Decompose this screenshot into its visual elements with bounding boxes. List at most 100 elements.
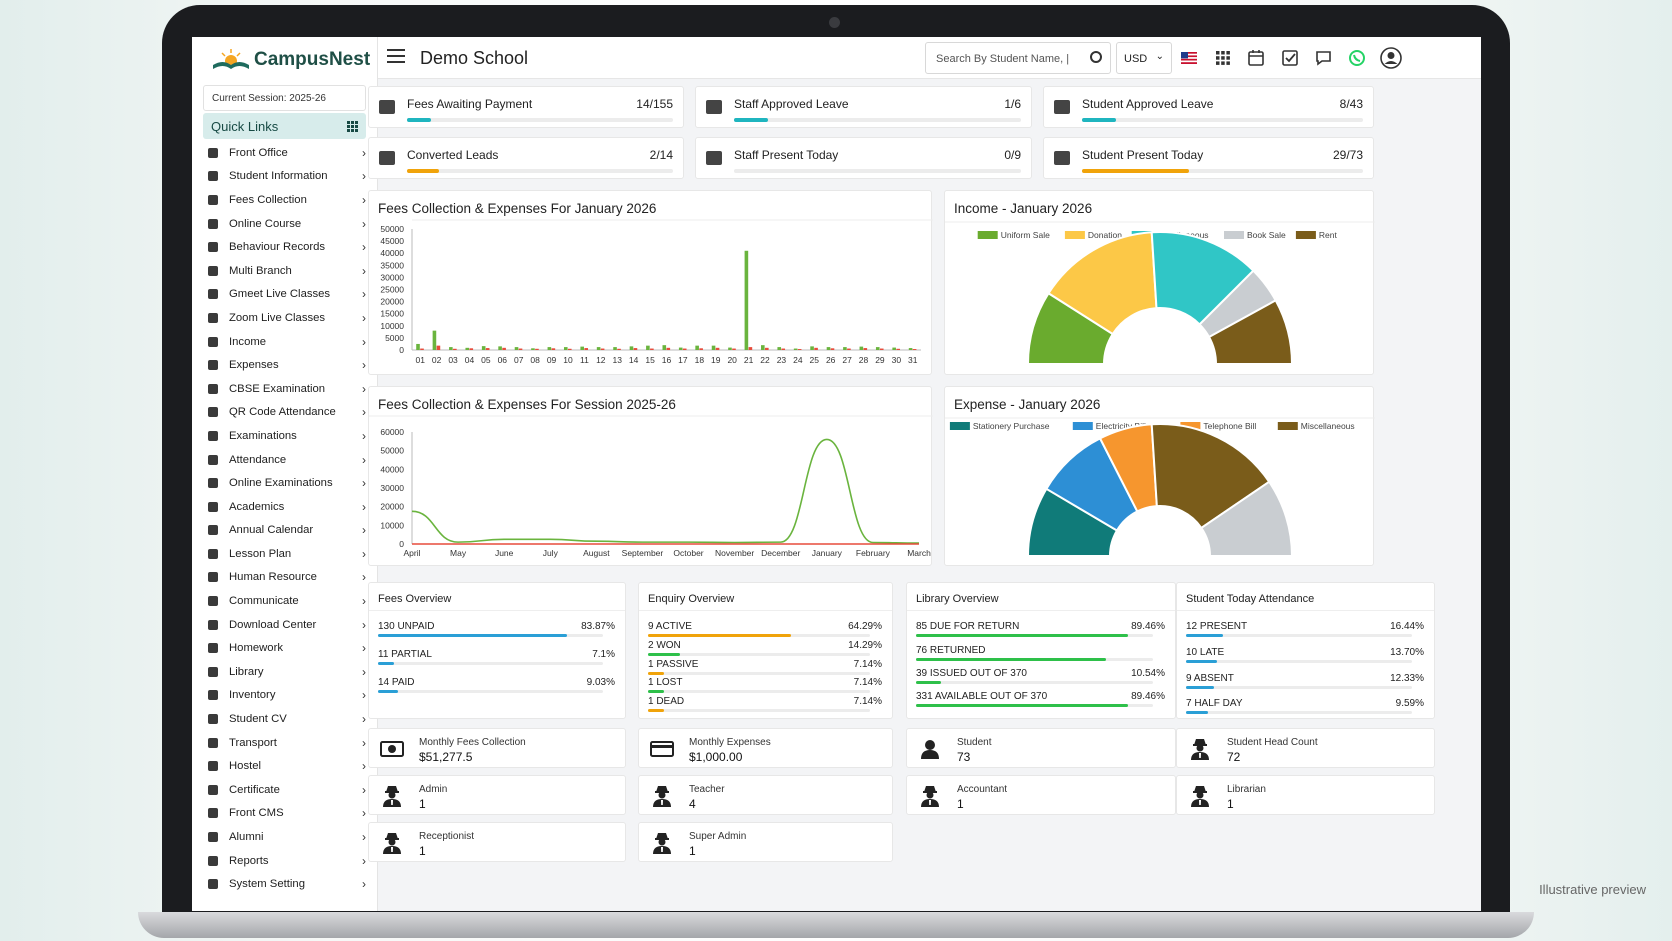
stat-card-student-approved-leave[interactable]: Student Approved Leave 8/43 <box>1043 86 1374 128</box>
stat-card-staff-present-today[interactable]: Staff Present Today 0/9 <box>695 137 1032 179</box>
hamburger-menu-icon[interactable] <box>387 49 405 63</box>
stat-card-student-present-today[interactable]: Student Present Today 29/73 <box>1043 137 1374 179</box>
sidebar-item-multi-branch[interactable]: Multi Branch › <box>206 259 366 283</box>
sidebar-item-transport[interactable]: Transport › <box>206 731 366 755</box>
sidebar-item-front-cms[interactable]: Front CMS › <box>206 802 366 826</box>
user-avatar-icon[interactable] <box>1380 47 1402 69</box>
sidebar-item-library[interactable]: Library › <box>206 660 366 684</box>
bar <box>728 347 732 350</box>
stat-title: Staff Present Today <box>734 148 839 162</box>
sidebar-item-label: System Setting <box>229 878 305 891</box>
chevron-right-icon: › <box>362 570 366 585</box>
us-flag-icon[interactable] <box>1180 49 1198 67</box>
overview-row: 2 WON 14.29% <box>648 640 882 656</box>
logo[interactable]: CampusNest <box>211 47 370 73</box>
overview-progress-fill <box>1186 711 1208 714</box>
stat-progress <box>407 169 673 173</box>
sidebar-item-inventory[interactable]: Inventory › <box>206 684 366 708</box>
sidebar-item-annual-calendar[interactable]: Annual Calendar › <box>206 519 366 543</box>
x-tick-label: 26 <box>826 355 836 365</box>
currency-select[interactable]: USD ⌄ <box>1116 42 1172 74</box>
sidebar-item-label: Download Center <box>229 618 317 631</box>
stat-card-fees-awaiting-payment[interactable]: Fees Awaiting Payment 14/155 <box>368 86 684 128</box>
sidebar-item-system-setting[interactable]: System Setting › <box>206 872 366 896</box>
hr-icon <box>206 571 220 583</box>
whatsapp-icon[interactable] <box>1348 49 1366 67</box>
chat-icon[interactable] <box>1315 49 1333 67</box>
legend-swatch <box>1180 422 1201 430</box>
search-input[interactable]: Search By Student Name, | <box>925 42 1111 74</box>
sidebar-item-attendance[interactable]: Attendance › <box>206 448 366 472</box>
sidebar-item-zoom-live-classes[interactable]: Zoom Live Classes › <box>206 306 366 330</box>
info-card-librarian[interactable]: Librarian 1 <box>1176 775 1435 815</box>
info-card-monthly-fees-collection[interactable]: Monthly Fees Collection $51,277.5 <box>368 728 626 768</box>
apps-grid-icon[interactable] <box>1214 49 1232 67</box>
sidebar-item-hostel[interactable]: Hostel › <box>206 754 366 778</box>
info-card-teacher[interactable]: Teacher 4 <box>638 775 893 815</box>
bar <box>567 348 572 350</box>
task-check-icon[interactable] <box>1281 49 1299 67</box>
overview-progress <box>1186 686 1412 689</box>
sidebar-item-human-resource[interactable]: Human Resource › <box>206 566 366 590</box>
info-card-student[interactable]: Student 73 <box>906 728 1176 768</box>
sidebar-item-online-course[interactable]: Online Course › <box>206 212 366 236</box>
sidebar-item-cbse-examination[interactable]: CBSE Examination › <box>206 377 366 401</box>
sidebar-item-label: Front CMS <box>229 807 284 820</box>
sidebar-item-income[interactable]: Income › <box>206 330 366 354</box>
expense-pie-chart: Stationery Purchase Electricity Bill Telep… <box>945 417 1375 557</box>
info-card-monthly-expenses[interactable]: Monthly Expenses $1,000.00 <box>638 728 893 768</box>
sidebar-item-examinations[interactable]: Examinations › <box>206 424 366 448</box>
sidebar-item-label: Homework <box>229 642 283 655</box>
sidebar-item-front-office[interactable]: Front Office › <box>206 141 366 165</box>
chevron-right-icon: › <box>362 594 366 609</box>
sidebar-item-alumni[interactable]: Alumni › <box>206 825 366 849</box>
overview-row: 10 LATE 13.70% <box>1186 647 1424 663</box>
sidebar-item-behaviour-records[interactable]: Behaviour Records › <box>206 235 366 259</box>
calendar-icon[interactable] <box>1247 49 1265 67</box>
info-card-receptionist[interactable]: Receptionist 1 <box>368 822 626 862</box>
sidebar-item-gmeet-live-classes[interactable]: Gmeet Live Classes › <box>206 283 366 307</box>
info-card-student-head-count[interactable]: Student Head Count 72 <box>1176 728 1435 768</box>
x-tick-label: December <box>761 548 800 558</box>
sidebar-item-academics[interactable]: Academics › <box>206 495 366 519</box>
overview-row-label: 39 ISSUED OUT OF 370 <box>916 668 1027 679</box>
hostel-icon <box>206 760 220 772</box>
alumni-icon <box>206 831 220 843</box>
info-card-super-admin[interactable]: Super Admin 1 <box>638 822 893 862</box>
info-card-admin[interactable]: Admin 1 <box>368 775 626 815</box>
x-tick-label: 28 <box>859 355 869 365</box>
sidebar-item-student-cv[interactable]: Student CV › <box>206 707 366 731</box>
y-tick-label: 0 <box>399 345 404 355</box>
bar <box>650 348 654 350</box>
sidebar-item-expenses[interactable]: Expenses › <box>206 353 366 377</box>
sidebar-item-download-center[interactable]: Download Center › <box>206 613 366 637</box>
sidebar-item-online-examinations[interactable]: Online Examinations › <box>206 471 366 495</box>
sidebar-item-reports[interactable]: Reports › <box>206 849 366 873</box>
cms-icon <box>206 807 220 819</box>
sidebar-item-qr-code-attendance[interactable]: QR Code Attendance › <box>206 401 366 425</box>
current-session[interactable]: Current Session: 2025-26 <box>203 85 366 111</box>
stat-card-converted-leads[interactable]: Converted Leads 2/14 <box>368 137 684 179</box>
quick-links[interactable]: Quick Links <box>203 113 366 139</box>
overview-row-label: 1 DEAD <box>648 696 685 707</box>
book-icon <box>206 430 220 442</box>
sidebar-item-communicate[interactable]: Communicate › <box>206 589 366 613</box>
x-tick-label: January <box>812 548 843 558</box>
sidebar-item-fees-collection[interactable]: Fees Collection › <box>206 188 366 212</box>
x-tick-label: September <box>622 548 664 558</box>
sidebar-item-student-information[interactable]: Student Information › <box>206 165 366 189</box>
sidebar-item-certificate[interactable]: Certificate › <box>206 778 366 802</box>
chevron-right-icon: › <box>362 192 366 207</box>
y-tick-label: 50000 <box>380 446 404 456</box>
overview-row: 9 ABSENT 12.33% <box>1186 673 1424 689</box>
sidebar-item-homework[interactable]: Homework › <box>206 636 366 660</box>
x-tick-label: 04 <box>465 355 475 365</box>
sidebar-item-lesson-plan[interactable]: Lesson Plan › <box>206 542 366 566</box>
student-icon <box>206 170 220 182</box>
info-card-accountant[interactable]: Accountant 1 <box>906 775 1176 815</box>
stat-card-staff-approved-leave[interactable]: Staff Approved Leave 1/6 <box>695 86 1032 128</box>
bar <box>908 348 913 350</box>
bar <box>453 348 457 350</box>
money-icon <box>206 194 220 206</box>
search-icon[interactable] <box>1090 51 1102 63</box>
